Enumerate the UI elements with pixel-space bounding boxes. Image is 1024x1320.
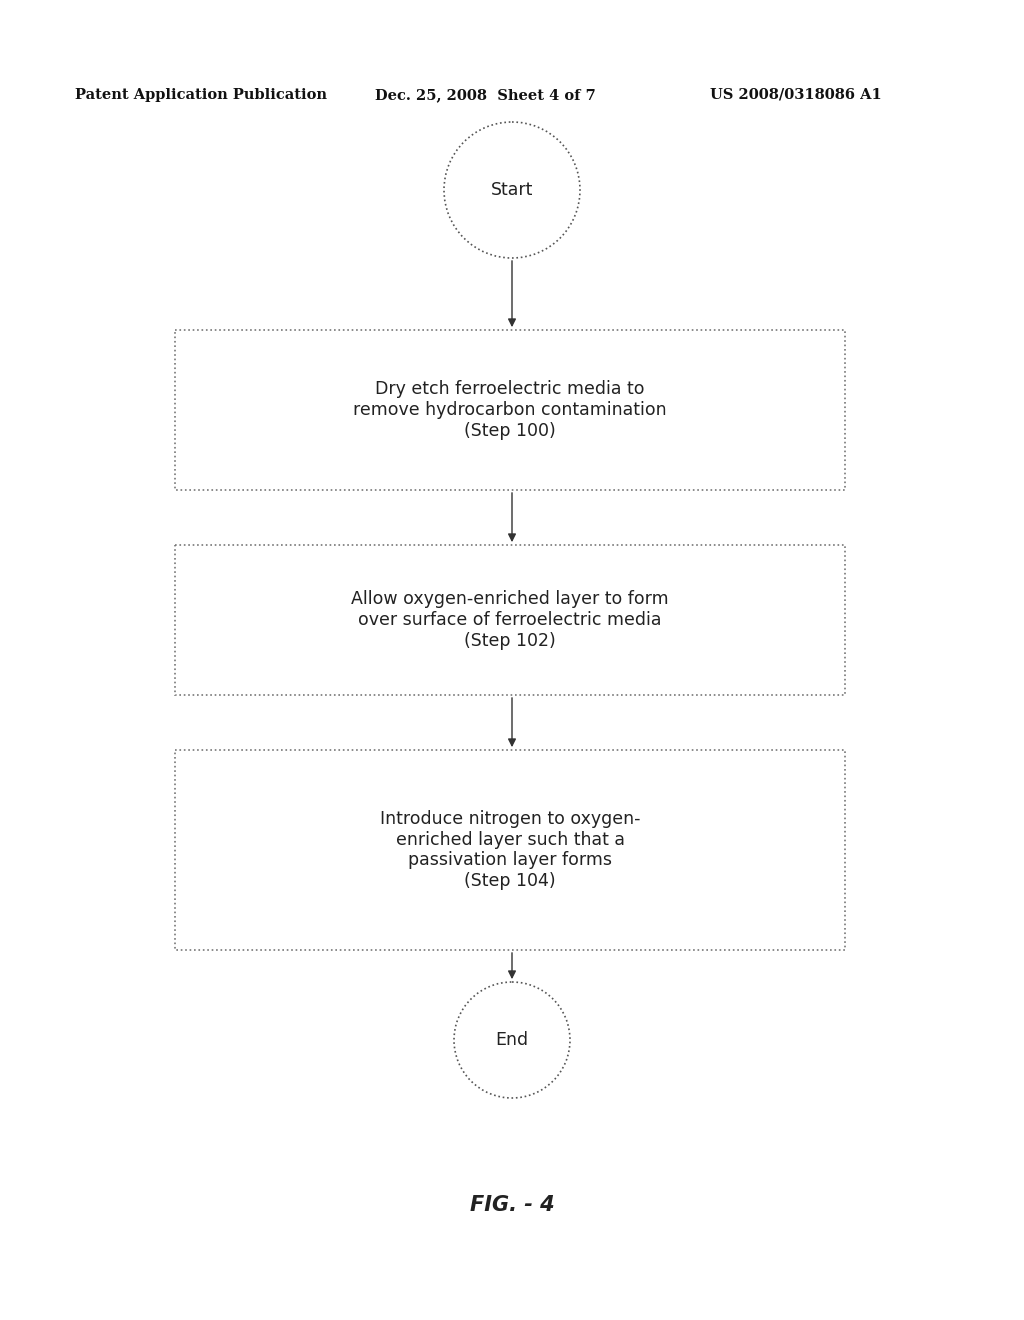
Text: Dec. 25, 2008  Sheet 4 of 7: Dec. 25, 2008 Sheet 4 of 7 [375,88,596,102]
Text: FIG. - 4: FIG. - 4 [470,1195,554,1214]
Text: End: End [496,1031,528,1049]
Text: Dry etch ferroelectric media to
remove hydrocarbon contamination
(Step 100): Dry etch ferroelectric media to remove h… [353,380,667,440]
Text: Introduce nitrogen to oxygen-
enriched layer such that a
passivation layer forms: Introduce nitrogen to oxygen- enriched l… [380,809,640,890]
Text: Start: Start [490,181,534,199]
FancyBboxPatch shape [175,545,845,696]
FancyBboxPatch shape [175,750,845,950]
FancyBboxPatch shape [175,330,845,490]
Text: Patent Application Publication: Patent Application Publication [75,88,327,102]
Circle shape [454,982,570,1098]
Text: Allow oxygen-enriched layer to form
over surface of ferroelectric media
(Step 10: Allow oxygen-enriched layer to form over… [351,590,669,649]
Circle shape [444,121,580,257]
Text: US 2008/0318086 A1: US 2008/0318086 A1 [710,88,882,102]
